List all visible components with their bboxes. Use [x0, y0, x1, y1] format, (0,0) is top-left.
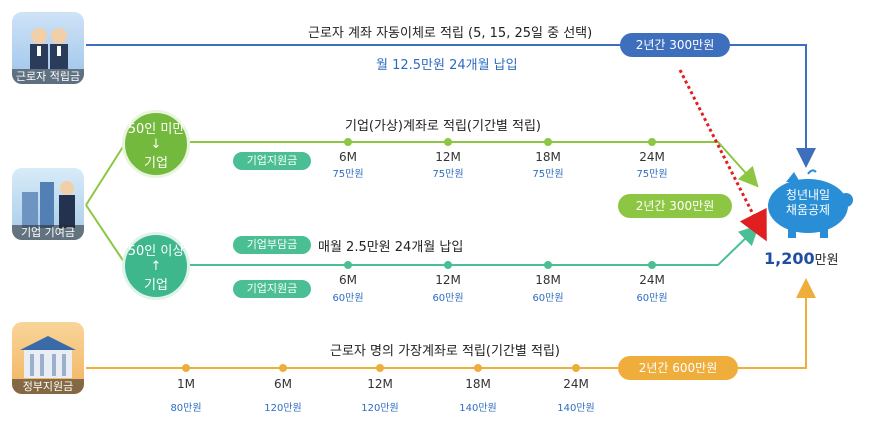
company-large-amount-1: 60만원 [332, 293, 364, 304]
worker-row-title: 근로자 계좌 자동이체로 적립 (5, 15, 25일 중 선택) [308, 26, 593, 41]
company-icon: 기업 기여금 [12, 168, 84, 240]
company-small-amount-3: 75만원 [532, 169, 564, 180]
company-small-circle: 50인 미만↓ 기업 [122, 110, 190, 178]
total-amount: 1,200만원 [764, 249, 839, 268]
government-icon-label: 정부지원금 [12, 379, 84, 394]
total-amount-unit: 만원 [814, 253, 839, 268]
company-small-amount-4: 75만원 [636, 169, 668, 180]
company-small-month-4: 24M [639, 150, 665, 164]
government-amount-4: 140만원 [459, 403, 497, 414]
company-icon-label: 기업 기여금 [12, 225, 84, 240]
company-large-amount-2: 60만원 [432, 293, 464, 304]
company-large-amount-4: 60만원 [636, 293, 668, 304]
government-total-pill: 2년간 600만원 [618, 356, 738, 380]
government-row-title: 근로자 명의 가장계좌로 적립(기간별 적립) [330, 344, 560, 359]
government-amount-1: 80만원 [170, 403, 202, 414]
government-month-2: 6M [274, 377, 292, 391]
government-amount-3: 120만원 [361, 403, 399, 414]
piggy-bank-label: 청년내일 채움공제 [770, 188, 846, 218]
company-large-amount-3: 60만원 [532, 293, 564, 304]
piggy-bank-label-line1: 청년내일 [785, 188, 831, 202]
company-small-title: 기업(가상)계좌로 적립(기간별 적립) [345, 119, 541, 134]
company-small-month-1: 6M [339, 150, 357, 164]
company-small-month-3: 18M [535, 150, 561, 164]
government-amount-2: 120만원 [264, 403, 302, 414]
company-large-month-3: 18M [535, 273, 561, 287]
worker-icon: 근로자 적립금 [12, 12, 84, 84]
company-large-month-2: 12M [435, 273, 461, 287]
company-burden-text: 매월 2.5만원 24개월 납입 [318, 240, 464, 255]
government-flow-line [86, 278, 816, 369]
company-small-circle-line1: 50인 미만↓ [127, 121, 185, 152]
company-large-month-1: 6M [339, 273, 357, 287]
company-large-circle-line1: 50인 이상↑ [127, 243, 185, 274]
company-small-month-2: 12M [435, 150, 461, 164]
company-total-pill: 2년간 300만원 [618, 194, 732, 218]
worker-total-pill: 2년간 300만원 [620, 33, 730, 57]
government-amount-5: 140만원 [557, 403, 595, 414]
company-small-amount-2: 75만원 [432, 169, 464, 180]
building-illustration-icon [22, 181, 75, 228]
government-month-5: 24M [563, 377, 589, 391]
worker-icon-label: 근로자 적립금 [12, 69, 84, 84]
company-large-month-4: 24M [639, 273, 665, 287]
company-small-dots [344, 138, 656, 146]
company-large-support-tag: 기업지원금 [233, 280, 311, 298]
company-small-amount-1: 75만원 [332, 169, 364, 180]
government-building-icon [20, 336, 76, 378]
workers-illustration-icon [30, 28, 68, 69]
company-branch-line [85, 141, 127, 266]
government-month-1: 1M [177, 377, 195, 391]
company-small-support-tag: 기업지원금 [233, 152, 311, 170]
company-large-dots [344, 261, 656, 269]
total-amount-number: 1,200 [764, 249, 815, 268]
piggy-bank-label-line2: 채움공제 [785, 203, 831, 217]
government-icon: 정부지원금 [12, 322, 84, 394]
company-small-circle-line2: 기업 [144, 155, 168, 171]
company-large-circle-line2: 기업 [144, 277, 168, 293]
company-large-circle: 50인 이상↑ 기업 [122, 232, 190, 300]
worker-flow-line [86, 44, 816, 168]
government-month-4: 18M [465, 377, 491, 391]
government-month-3: 12M [367, 377, 393, 391]
company-small-flow-line [190, 141, 759, 188]
worker-row-subtitle: 월 12.5만원 24개월 납입 [376, 58, 518, 73]
company-burden-tag: 기업부담금 [233, 236, 311, 254]
government-dots [182, 364, 580, 372]
company-large-flow-line [190, 225, 760, 266]
piggy-bank-icon [768, 169, 853, 238]
